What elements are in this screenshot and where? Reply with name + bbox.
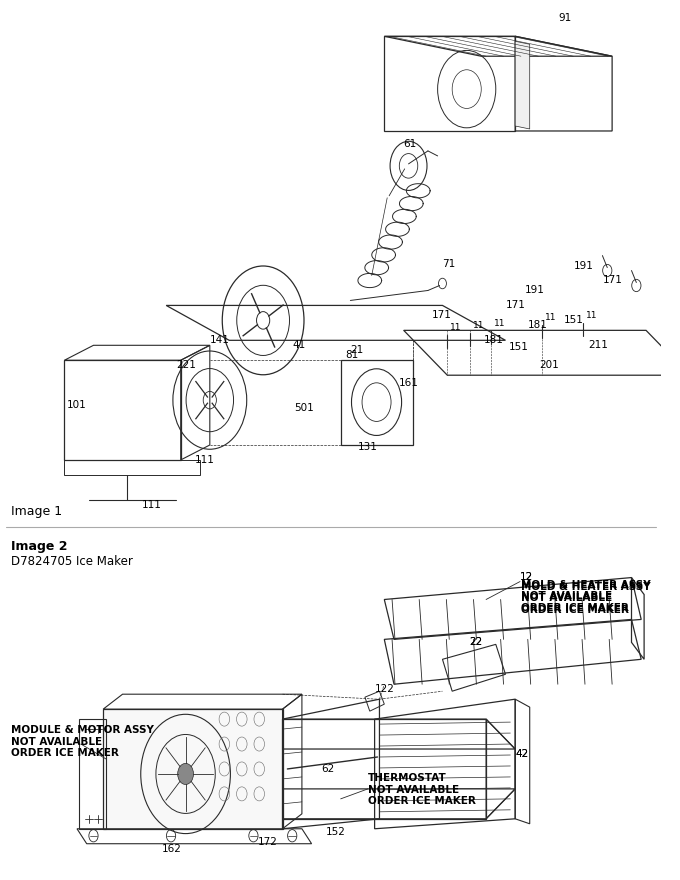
- Polygon shape: [103, 709, 282, 829]
- Text: 22: 22: [470, 637, 483, 648]
- Text: MODULE & MOTOR ASSY
NOT AVAILABLE
ORDER ICE MAKER: MODULE & MOTOR ASSY NOT AVAILABLE ORDER …: [11, 725, 154, 759]
- Text: 111: 111: [195, 455, 215, 465]
- Text: 11: 11: [473, 321, 484, 330]
- Text: 131: 131: [358, 442, 378, 452]
- Text: 41: 41: [292, 341, 305, 350]
- Text: D7824705 Ice Maker: D7824705 Ice Maker: [11, 554, 133, 568]
- Text: 171: 171: [432, 311, 452, 320]
- Text: Image 1: Image 1: [11, 505, 62, 517]
- Circle shape: [177, 764, 194, 784]
- Text: 181: 181: [484, 335, 504, 345]
- Text: 42: 42: [515, 749, 528, 759]
- Text: 12: 12: [520, 571, 533, 582]
- Text: 211: 211: [588, 341, 608, 350]
- Text: 181: 181: [528, 320, 547, 330]
- Text: 111: 111: [142, 500, 162, 510]
- Text: Image 2: Image 2: [11, 539, 67, 553]
- Text: 141: 141: [210, 335, 230, 345]
- Text: MOLD & HEATER ASSY
NOT AVAILABLE
ORDER ICE MAKER: MOLD & HEATER ASSY NOT AVAILABLE ORDER I…: [521, 582, 651, 615]
- Text: 172: 172: [258, 837, 278, 847]
- Text: 91: 91: [559, 13, 572, 23]
- Text: 162: 162: [161, 844, 181, 854]
- Text: 62: 62: [321, 764, 335, 774]
- Text: 11: 11: [450, 323, 462, 333]
- Text: 81: 81: [345, 350, 359, 360]
- Text: 11: 11: [494, 319, 505, 328]
- Text: 61: 61: [404, 139, 417, 149]
- Text: 42: 42: [515, 749, 528, 759]
- Text: 22: 22: [470, 637, 483, 648]
- Polygon shape: [515, 41, 530, 129]
- Text: 21: 21: [350, 345, 364, 356]
- Text: 501: 501: [294, 403, 314, 413]
- Text: 11: 11: [545, 313, 557, 322]
- Text: 71: 71: [443, 259, 456, 268]
- Text: 152: 152: [326, 826, 346, 837]
- Text: 122: 122: [375, 684, 394, 694]
- Text: 171: 171: [505, 300, 526, 311]
- Text: 171: 171: [602, 275, 622, 285]
- Text: 151: 151: [564, 315, 583, 326]
- Text: 151: 151: [509, 342, 528, 352]
- Text: THERMOSTAT
NOT AVAILABLE
ORDER ICE MAKER: THERMOSTAT NOT AVAILABLE ORDER ICE MAKER: [368, 773, 476, 806]
- Text: 191: 191: [573, 260, 593, 270]
- Text: 11: 11: [586, 312, 598, 320]
- Text: 221: 221: [176, 360, 196, 370]
- Text: 101: 101: [67, 400, 87, 410]
- Text: 12: 12: [520, 571, 533, 582]
- Text: MOLD & HEATER ASSY
NOT AVAILABLE
ORDER ICE MAKER: MOLD & HEATER ASSY NOT AVAILABLE ORDER I…: [521, 580, 651, 612]
- Text: 191: 191: [525, 285, 545, 296]
- Text: 161: 161: [399, 378, 419, 388]
- Text: 201: 201: [539, 360, 559, 370]
